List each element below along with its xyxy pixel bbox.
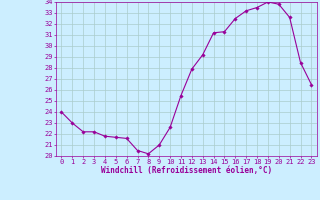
X-axis label: Windchill (Refroidissement éolien,°C): Windchill (Refroidissement éolien,°C) — [101, 166, 272, 175]
